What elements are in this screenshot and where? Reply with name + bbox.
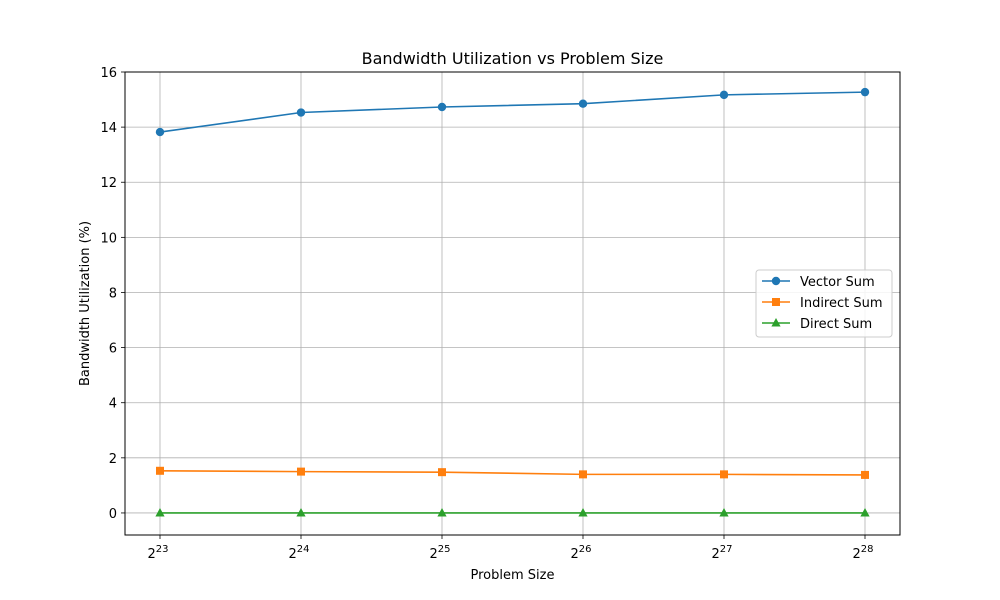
vector-sum-point — [860, 87, 870, 97]
legend-box — [755, 269, 893, 338]
plot-frame — [124, 71, 901, 536]
direct-sum-point — [296, 507, 306, 517]
y-tick-label: 12 — [100, 176, 117, 191]
x-tick-label: 228 — [852, 544, 873, 562]
indirect-sum-series — [156, 466, 869, 479]
y-axis-label: Bandwidth Utilization (%) — [78, 221, 93, 386]
x-axis-label: Problem Size — [471, 568, 555, 583]
axis-ticks: 0 2 4 6 8 10 12 14 16 223 224 225 226 227 228 — [100, 66, 873, 562]
indirect-sum-point — [297, 467, 305, 476]
legend-marker — [771, 318, 781, 327]
direct-sum-point — [860, 507, 870, 517]
vector-sum-point — [578, 99, 588, 108]
vector-sum-point — [296, 108, 306, 117]
direct-sum-point — [578, 507, 588, 517]
series-layer — [155, 87, 870, 517]
x-tick-label: 227 — [711, 544, 732, 562]
legend-item-indirect-sum: Indirect Sum — [762, 296, 883, 311]
legend-label: Vector Sum — [800, 275, 875, 290]
x-tick-label: 224 — [288, 544, 309, 562]
legend-marker — [772, 298, 780, 306]
indirect-sum-point — [861, 470, 869, 479]
indirect-sum-point — [156, 466, 164, 475]
vector-sum-point — [437, 102, 447, 112]
y-tick-label: 4 — [109, 397, 117, 412]
chart-title: Bandwidth Utilization vs Problem Size — [362, 49, 664, 68]
indirect-sum-point — [720, 470, 728, 479]
vector-sum-series — [155, 87, 870, 137]
y-tick-label: 14 — [100, 121, 117, 136]
vector-sum-point — [155, 127, 165, 137]
y-tick-label: 2 — [109, 452, 117, 467]
legend: Vector Sum Indirect Sum Direct Sum — [755, 269, 893, 338]
y-tick-label: 0 — [109, 507, 117, 522]
y-tick-label: 16 — [100, 66, 117, 81]
legend-label: Direct Sum — [800, 317, 872, 332]
y-tick-label: 10 — [100, 231, 117, 246]
vector-sum-line — [159, 91, 866, 133]
x-tick-label: 225 — [429, 544, 450, 562]
legend-marker — [771, 276, 781, 286]
y-tick-label: 8 — [109, 286, 117, 301]
indirect-sum-line — [159, 469, 866, 476]
y-tick-label: 6 — [109, 342, 117, 357]
legend-item-direct-sum: Direct Sum — [762, 317, 872, 332]
legend-label: Indirect Sum — [800, 296, 883, 311]
x-tick-label: 223 — [147, 544, 168, 562]
direct-sum-point — [155, 507, 165, 517]
indirect-sum-point — [438, 468, 446, 477]
grid — [125, 71, 900, 535]
vector-sum-point — [719, 90, 729, 100]
direct-sum-point — [719, 507, 729, 517]
direct-sum-series — [155, 507, 870, 517]
indirect-sum-point — [579, 470, 587, 479]
x-tick-label: 226 — [570, 544, 591, 562]
legend-item-vector-sum: Vector Sum — [762, 275, 875, 290]
direct-sum-point — [437, 507, 447, 517]
